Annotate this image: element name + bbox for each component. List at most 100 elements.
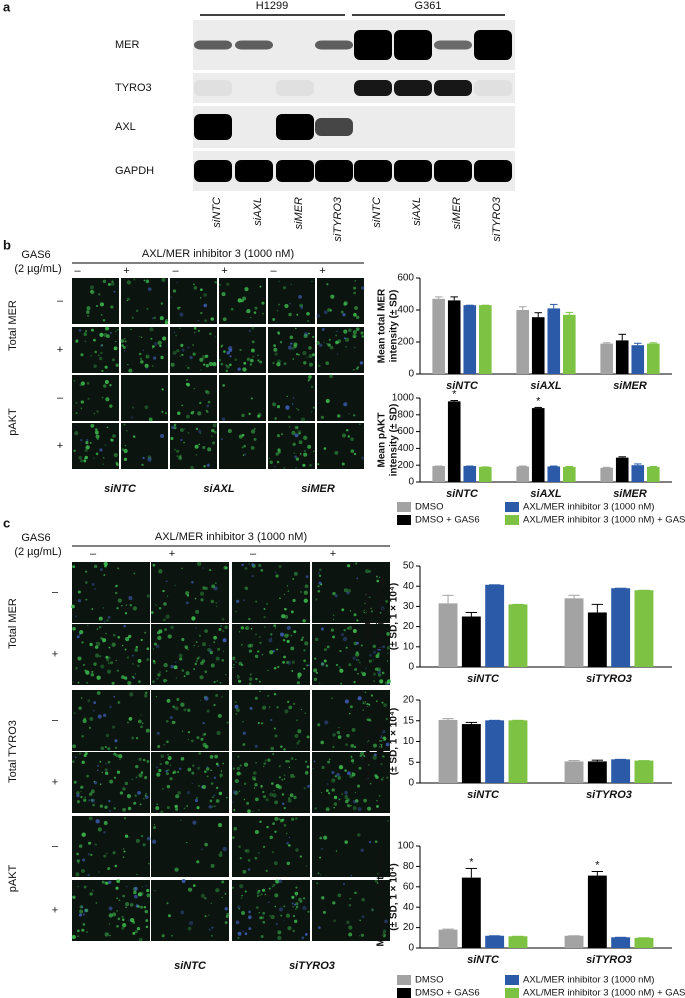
cell (79, 909, 84, 914)
cell (81, 641, 84, 644)
cell (367, 806, 372, 811)
cell (134, 648, 139, 652)
cell (229, 355, 232, 358)
cell (79, 438, 83, 442)
cell (180, 438, 183, 442)
cell (305, 575, 309, 579)
cell (296, 426, 299, 429)
cell (272, 883, 276, 887)
cell (172, 771, 175, 775)
cell (283, 747, 286, 751)
cell (206, 766, 209, 769)
cell (314, 807, 317, 810)
cell (381, 671, 385, 675)
cell (143, 906, 147, 909)
cell (93, 412, 96, 415)
cell (118, 899, 121, 902)
cell (77, 885, 79, 888)
y-axis-label: (± SD, 1 × 10⁴) (389, 583, 400, 650)
cell (245, 311, 248, 313)
cell (278, 776, 281, 779)
cell (152, 659, 156, 663)
cell (343, 588, 348, 593)
cell (261, 888, 266, 892)
cell (319, 874, 322, 876)
cell (218, 358, 222, 362)
cell (321, 328, 325, 332)
micrograph (170, 278, 217, 324)
cell (77, 862, 80, 864)
cell (219, 776, 222, 779)
y-tick-label: 10 (403, 736, 415, 747)
bar (531, 408, 545, 482)
cell (327, 343, 331, 347)
cell (379, 743, 383, 748)
cell (314, 637, 319, 642)
cell (262, 795, 267, 799)
cell (88, 816, 93, 821)
micrograph (219, 375, 266, 421)
cell (299, 452, 302, 455)
cell (275, 571, 277, 573)
cell (200, 737, 204, 741)
cell (293, 571, 298, 576)
cell (387, 652, 389, 654)
cell (242, 454, 245, 456)
cell (308, 346, 312, 350)
cell (97, 714, 102, 719)
cell (291, 902, 294, 905)
cell (361, 335, 365, 338)
cell (191, 581, 194, 584)
cell (239, 857, 242, 860)
bar (447, 401, 461, 482)
micrograph (151, 752, 229, 813)
cell (376, 800, 378, 802)
cell (320, 662, 325, 666)
cell (221, 292, 226, 297)
cell (138, 757, 142, 761)
cell (81, 928, 85, 932)
cell (199, 675, 204, 680)
cell (199, 591, 205, 596)
legend-label: DMSO (415, 975, 444, 986)
cell (245, 849, 250, 854)
cell (143, 693, 148, 698)
cell (79, 630, 84, 635)
cell (277, 935, 282, 941)
micrograph (317, 327, 364, 373)
cell (92, 803, 95, 807)
cell (130, 328, 132, 331)
cell (259, 285, 262, 288)
cell (301, 304, 303, 307)
cell (306, 356, 308, 359)
cell (382, 736, 387, 741)
cell (319, 856, 322, 859)
cell (237, 367, 241, 371)
cell (169, 715, 173, 719)
cell (107, 615, 111, 619)
cell (257, 889, 261, 893)
cell (166, 805, 170, 810)
cell (109, 383, 112, 387)
cell (219, 773, 223, 777)
cell (153, 316, 156, 320)
cell (116, 879, 121, 883)
cell (221, 659, 225, 662)
cell (269, 460, 273, 464)
cell (273, 693, 277, 696)
cell (302, 906, 307, 911)
cell (157, 340, 162, 345)
cell (341, 462, 345, 466)
bar (463, 466, 477, 482)
cell (353, 291, 356, 295)
cell (202, 567, 204, 569)
cell (311, 280, 313, 283)
cell (286, 861, 291, 866)
cell (111, 358, 115, 362)
bar (516, 466, 529, 482)
cell (145, 884, 148, 887)
y-tick-label: 80 (403, 861, 415, 872)
cell (350, 744, 355, 748)
cell (248, 649, 253, 653)
